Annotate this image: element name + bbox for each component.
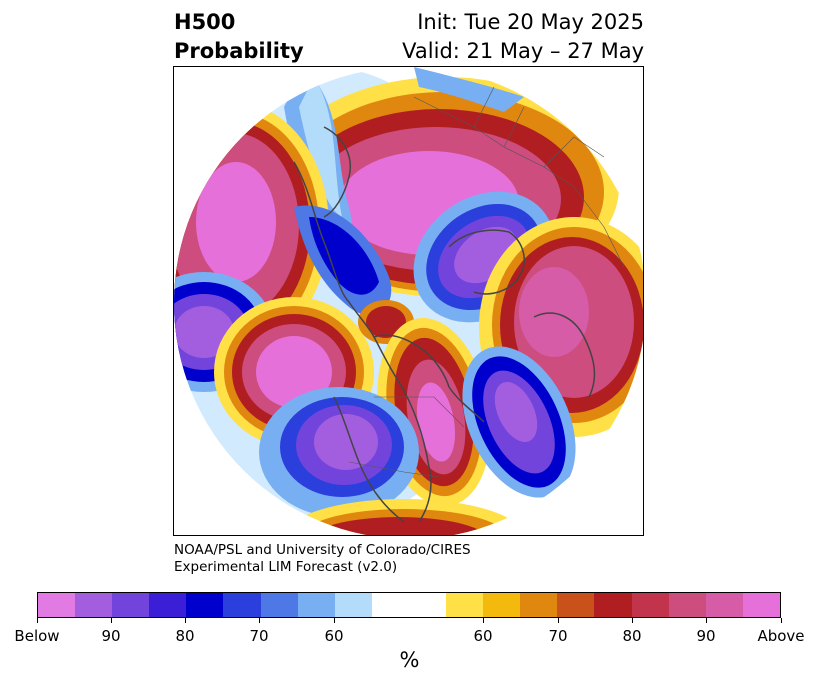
anomaly-arctic-blue — [284, 67, 524, 260]
colorbar-tickmark — [259, 618, 260, 623]
colorbar-segment — [408, 593, 447, 617]
map-panel — [173, 66, 644, 536]
forecast-dates: Init: Tue 20 May 2025 Valid: 21 May – 27… — [402, 8, 644, 66]
colorbar-tick-label: Below — [14, 627, 60, 645]
borders — [348, 86, 625, 478]
colorbar-segment — [483, 593, 521, 617]
colorbar-segment — [186, 593, 224, 617]
anomaly-south-red — [284, 499, 524, 535]
colorbar-segment — [297, 593, 335, 617]
colorbar-segment — [520, 593, 558, 617]
colorbar-segment — [557, 593, 595, 617]
colorbar-tickmark — [558, 618, 559, 623]
colorbar-segment — [334, 593, 372, 617]
colorbar-segment — [223, 593, 261, 617]
colorbar-segment — [742, 593, 780, 617]
colorbar-segment — [446, 593, 484, 617]
colorbar-tick-label: 90 — [696, 627, 716, 645]
colorbar — [37, 592, 781, 618]
anomaly-atlantic-purple — [462, 346, 576, 498]
colorbar-segment — [38, 593, 76, 617]
colorbar-segment — [75, 593, 113, 617]
colorbar-tick-label: Above — [757, 627, 805, 645]
colorbar-segment — [594, 593, 632, 617]
colorbar-tickmark — [185, 618, 186, 623]
colorbar-segment — [705, 593, 743, 617]
anomaly-east-pink — [479, 217, 643, 437]
colorbar-tick-label: 60 — [324, 627, 344, 645]
colorbar-tickmark — [334, 618, 335, 623]
coastlines — [293, 126, 596, 523]
colorbar-segment — [112, 593, 150, 617]
colorbar-segment — [260, 593, 298, 617]
credit-line-1: NOAA/PSL and University of Colorado/CIRE… — [174, 542, 471, 558]
colorbar-segment — [631, 593, 669, 617]
colorbar-tick-label: 60 — [473, 627, 493, 645]
colorbar-tick-label: 80 — [622, 627, 642, 645]
colorbar-tickmark — [111, 618, 112, 623]
colorbar-segment — [668, 593, 706, 617]
colorbar-tickmark — [781, 618, 782, 623]
title-line-1: H500 — [174, 10, 236, 34]
colorbar-tickmark — [632, 618, 633, 623]
colorbar-unit: % — [399, 648, 420, 672]
probability-map — [174, 67, 643, 535]
anomaly-central-blue — [294, 205, 392, 316]
colorbar-tick-label: 70 — [548, 627, 568, 645]
valid-range: Valid: 21 May – 27 May — [402, 39, 644, 63]
colorbar-tickmark — [706, 618, 707, 623]
colorbar-segment — [149, 593, 187, 617]
probability-field — [174, 67, 643, 535]
colorbar-tickmark — [37, 618, 38, 623]
colorbar-segment — [371, 593, 409, 617]
colorbar-tick-label: 80 — [175, 627, 195, 645]
credit-line-2: Experimental LIM Forecast (v2.0) — [174, 559, 398, 575]
init-date: Init: Tue 20 May 2025 — [417, 10, 644, 34]
map-title: H500 Probability — [174, 8, 304, 66]
colorbar-tickmark — [483, 618, 484, 623]
colorbar-tick-label: 90 — [101, 627, 121, 645]
anomaly-west-us-purple — [259, 387, 419, 517]
colorbar-tick-label: 70 — [249, 627, 269, 645]
title-line-2: Probability — [174, 39, 304, 63]
credit-text: NOAA/PSL and University of Colorado/CIRE… — [174, 542, 471, 576]
